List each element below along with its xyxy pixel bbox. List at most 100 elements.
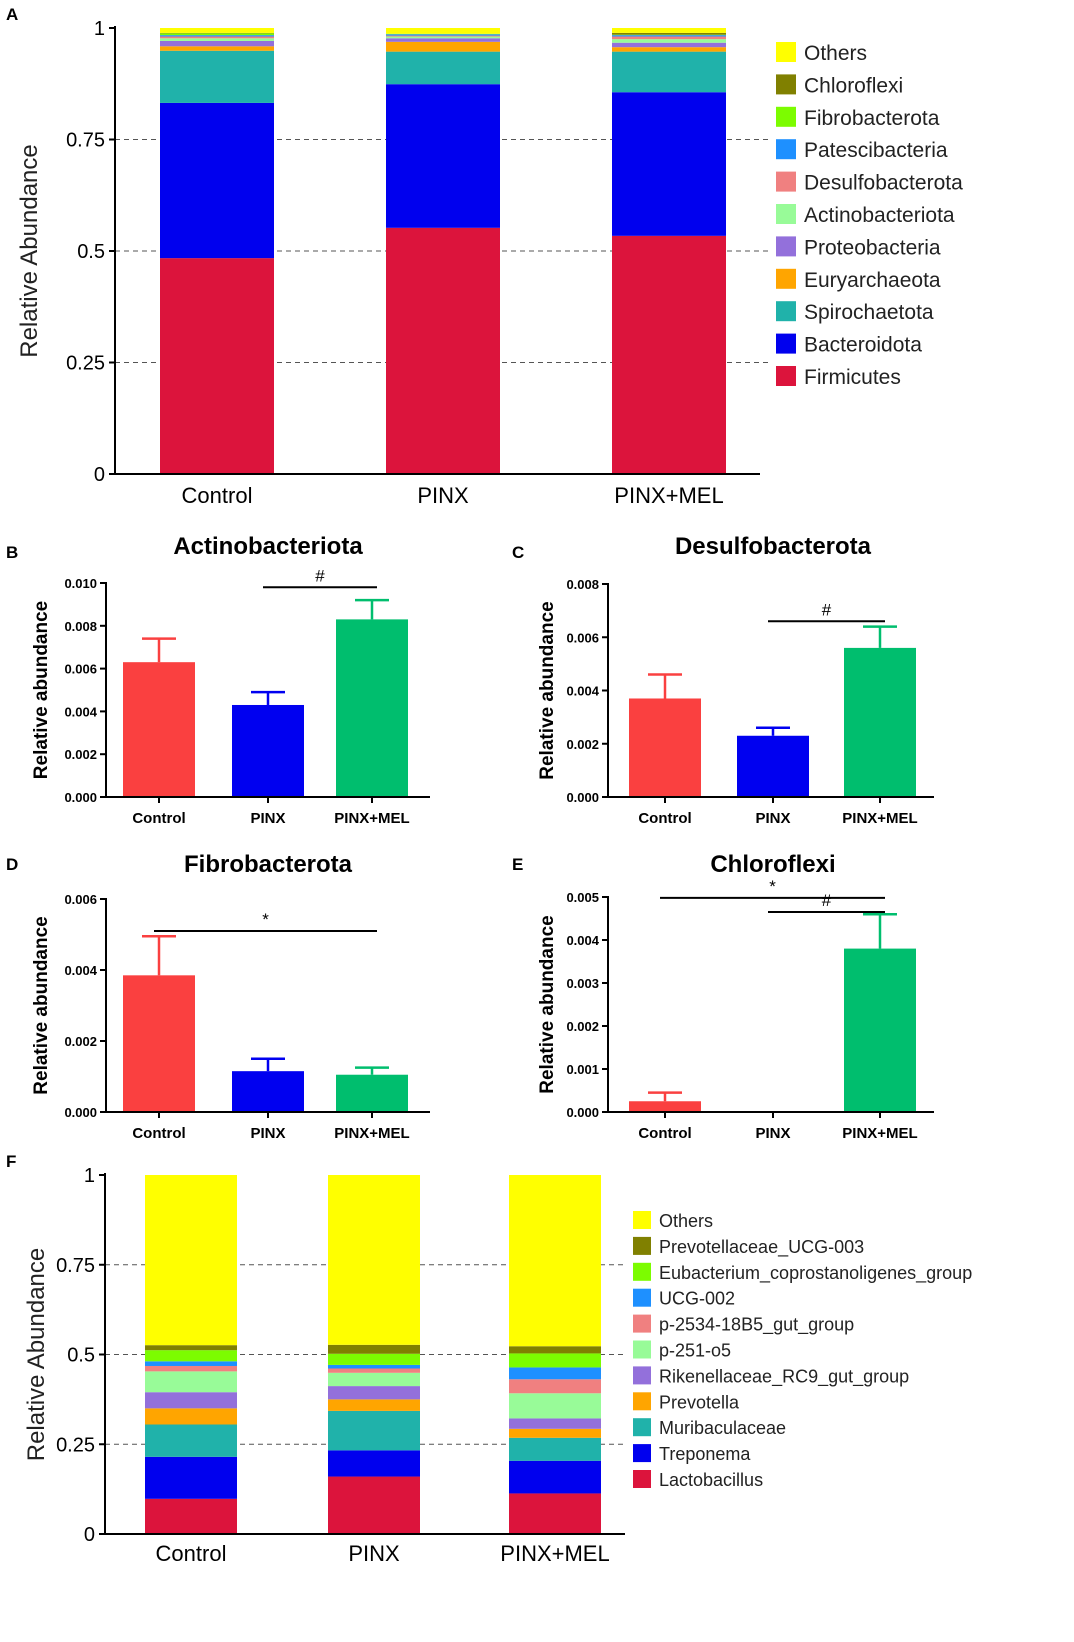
x-tick-label-B-0: Control <box>132 810 185 827</box>
legend-label-A-6: Desulfobacterota <box>804 172 963 195</box>
y-axis-label-B: Relative abundance <box>31 601 52 779</box>
bar-segment-A-0-2 <box>160 51 274 103</box>
y-tick-label-B-2: 0.004 <box>64 704 97 719</box>
bar-segment-A-2-10 <box>612 28 726 33</box>
y-tick-label-F-1: 0.25 <box>56 1434 95 1456</box>
bar-segment-F-2-1 <box>509 1461 601 1494</box>
x-tick-label-F-2: PINX+MEL <box>500 1541 609 1566</box>
bar-segment-A-1-10 <box>386 28 500 34</box>
bar-segment-F-0-3 <box>145 1408 237 1424</box>
y-tick-label-F-4: 1 <box>84 1165 95 1187</box>
chart-title-D: Fibrobacterota <box>184 851 353 878</box>
bar-D-0 <box>123 975 195 1112</box>
bar-segment-F-0-6 <box>145 1366 237 1371</box>
x-tick-label-C-2: PINX+MEL <box>842 810 917 827</box>
y-tick-label-B-5: 0.010 <box>64 576 97 591</box>
significance-mark-E-1: # <box>822 891 832 910</box>
bar-segment-A-2-6 <box>612 36 726 39</box>
bar-segment-F-0-7 <box>145 1361 237 1366</box>
legend-label-F-4: Rikenellaceae_RC9_gut_group <box>659 1366 909 1387</box>
bar-segment-A-0-7 <box>160 35 274 36</box>
y-tick-label-E-3: 0.003 <box>566 976 599 991</box>
legend-label-F-10: Others <box>659 1211 713 1231</box>
x-tick-label-F-1: PINX <box>348 1541 400 1566</box>
x-tick-label-D-0: Control <box>132 1125 185 1142</box>
y-axis-label-A: Relative Abundance <box>16 144 43 358</box>
bar-segment-A-2-0 <box>612 236 726 474</box>
bar-segment-F-0-9 <box>145 1345 237 1350</box>
bar-segment-F-2-10 <box>509 1175 601 1346</box>
legend-swatch-A-4 <box>776 236 796 256</box>
y-tick-label-D-2: 0.004 <box>64 963 97 978</box>
panel-label-C: C <box>512 543 524 562</box>
legend-swatch-F-6 <box>633 1315 651 1333</box>
legend-swatch-F-9 <box>633 1237 651 1255</box>
y-axis-label-E: Relative abundance <box>537 915 558 1093</box>
legend-label-A-9: Chloroflexi <box>804 74 903 97</box>
y-axis-label-C: Relative abundance <box>537 601 558 779</box>
legend-swatch-A-0 <box>776 366 796 386</box>
bar-segment-F-1-10 <box>328 1175 420 1345</box>
bar-segment-F-2-5 <box>509 1393 601 1418</box>
x-tick-label-B-1: PINX <box>250 810 285 827</box>
x-tick-label-E-0: Control <box>638 1125 691 1142</box>
bar-C-2 <box>844 648 916 797</box>
legend-swatch-F-0 <box>633 1470 651 1488</box>
y-tick-label-E-0: 0.000 <box>566 1105 599 1120</box>
significance-mark-E-0: * <box>769 877 776 896</box>
legend-label-F-6: p-2534-18B5_gut_group <box>659 1315 854 1336</box>
bar-E-2 <box>844 949 916 1112</box>
legend-label-A-5: Actinobacteriota <box>804 204 955 227</box>
bar-segment-A-1-3 <box>386 42 500 52</box>
panel-label-D: D <box>6 855 18 874</box>
bar-segment-F-1-3 <box>328 1399 420 1410</box>
y-tick-label-F-3: 0.75 <box>56 1255 95 1277</box>
bar-segment-F-2-4 <box>509 1418 601 1428</box>
bar-D-2 <box>336 1075 408 1112</box>
bar-B-0 <box>123 662 195 797</box>
bar-D-1 <box>232 1071 304 1112</box>
y-axis-label-D: Relative abundance <box>31 916 52 1094</box>
bar-segment-F-1-2 <box>328 1411 420 1450</box>
legend-swatch-A-1 <box>776 334 796 354</box>
legend-label-F-1: Treponema <box>659 1444 751 1464</box>
bar-segment-F-2-0 <box>509 1493 601 1534</box>
panel-label-B: B <box>6 543 18 562</box>
legend-swatch-F-8 <box>633 1263 651 1281</box>
bar-segment-F-1-9 <box>328 1345 420 1354</box>
legend-swatch-F-2 <box>633 1418 651 1436</box>
x-tick-label-D-2: PINX+MEL <box>334 1125 409 1142</box>
bar-segment-A-1-4 <box>386 38 500 42</box>
legend-label-F-2: Muribaculaceae <box>659 1418 786 1438</box>
y-tick-label-F-0: 0 <box>84 1524 95 1546</box>
bar-segment-F-0-1 <box>145 1457 237 1499</box>
legend-label-F-9: Prevotellaceae_UCG-003 <box>659 1237 864 1258</box>
bar-segment-F-2-8 <box>509 1353 601 1367</box>
bar-C-0 <box>629 698 701 797</box>
y-tick-label-E-4: 0.004 <box>566 933 599 948</box>
legend-swatch-A-5 <box>776 204 796 224</box>
legend-swatch-F-1 <box>633 1444 651 1462</box>
bar-segment-F-2-3 <box>509 1429 601 1438</box>
y-tick-label-A-1: 0.25 <box>66 353 105 375</box>
bar-segment-F-2-7 <box>509 1367 601 1379</box>
bar-segment-A-2-2 <box>612 52 726 93</box>
y-tick-label-E-5: 0.005 <box>566 890 599 905</box>
bar-segment-A-1-6 <box>386 36 500 37</box>
bar-segment-F-1-7 <box>328 1365 420 1369</box>
bar-segment-F-1-5 <box>328 1373 420 1386</box>
bar-segment-F-1-0 <box>328 1477 420 1534</box>
legend-swatch-A-10 <box>776 42 796 62</box>
y-tick-label-A-0: 0 <box>94 464 105 486</box>
y-tick-label-A-3: 0.75 <box>66 130 105 152</box>
y-tick-label-C-0: 0.000 <box>566 790 599 805</box>
bar-segment-A-2-1 <box>612 92 726 236</box>
bar-segment-F-2-2 <box>509 1438 601 1461</box>
bar-segment-A-1-1 <box>386 84 500 228</box>
bar-segment-F-1-8 <box>328 1354 420 1365</box>
y-tick-label-C-3: 0.006 <box>566 630 599 645</box>
legend-label-A-10: Others <box>804 42 867 65</box>
bar-segment-F-0-8 <box>145 1350 237 1361</box>
